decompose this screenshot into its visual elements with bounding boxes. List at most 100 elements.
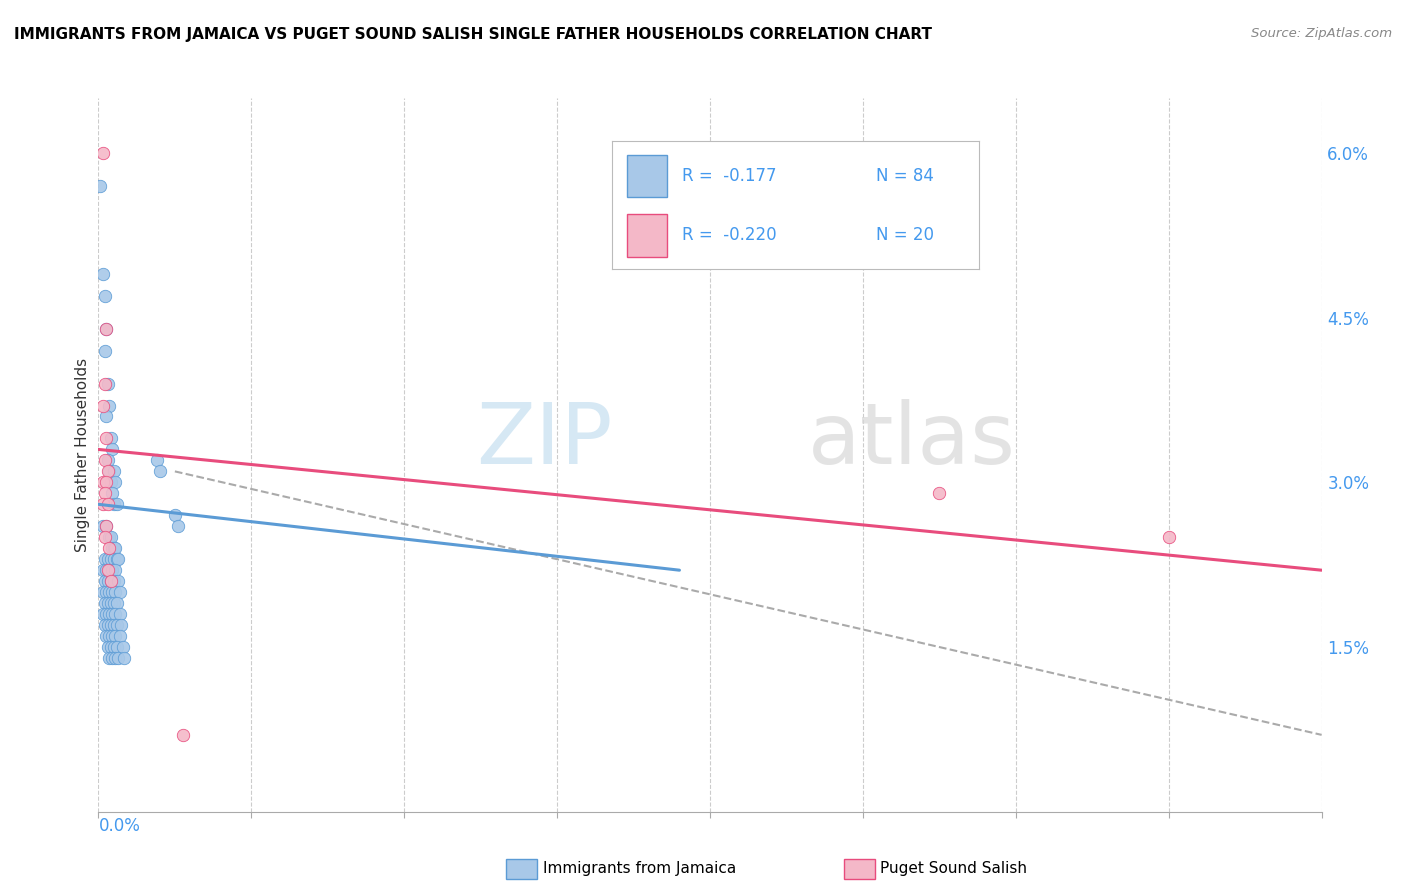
Point [98, 651, 121, 665]
Point [97, 376, 120, 391]
Point [103, 640, 125, 654]
Point [91, 585, 114, 599]
Point [105, 497, 128, 511]
Point [149, 464, 172, 478]
Point [105, 596, 128, 610]
Y-axis label: Single Father Households: Single Father Households [75, 358, 90, 552]
Text: Puget Sound Salish: Puget Sound Salish [880, 862, 1028, 876]
FancyBboxPatch shape [627, 214, 668, 257]
Point [101, 629, 124, 643]
Point [107, 651, 129, 665]
Point [89, 178, 111, 193]
Point [93, 574, 115, 589]
Point [91, 267, 114, 281]
Point [100, 530, 122, 544]
Point [94, 321, 117, 335]
Point [98, 530, 121, 544]
Point [100, 640, 122, 654]
Point [112, 651, 135, 665]
Point [98, 541, 121, 556]
FancyBboxPatch shape [627, 155, 668, 197]
Point [91, 563, 114, 577]
Point [108, 629, 131, 643]
Point [104, 651, 127, 665]
Point [94, 475, 117, 490]
Text: ZIP: ZIP [475, 399, 612, 483]
Point [163, 508, 186, 523]
Point [94, 629, 117, 643]
Point [103, 541, 125, 556]
Point [91, 146, 114, 161]
Text: N = 84: N = 84 [876, 168, 934, 186]
Text: Immigrants from Jamaica: Immigrants from Jamaica [543, 862, 735, 876]
Text: R =  -0.177: R = -0.177 [682, 168, 776, 186]
Point [172, 728, 194, 742]
Text: IMMIGRANTS FROM JAMAICA VS PUGET SOUND SALISH SINGLE FATHER HOUSEHOLDS CORRELATI: IMMIGRANTS FROM JAMAICA VS PUGET SOUND S… [14, 27, 932, 42]
Point [97, 552, 120, 566]
Point [104, 475, 127, 490]
Point [103, 552, 125, 566]
Point [98, 563, 121, 577]
Point [91, 399, 114, 413]
Point [97, 596, 120, 610]
Point [104, 629, 127, 643]
Point [100, 574, 122, 589]
Point [103, 497, 125, 511]
Point [100, 475, 122, 490]
Text: N = 20: N = 20 [876, 227, 935, 244]
Point [101, 442, 124, 457]
Point [145, 453, 167, 467]
Point [103, 464, 125, 478]
Point [108, 607, 131, 621]
Point [93, 343, 115, 358]
Point [97, 640, 120, 654]
Text: 0.0%: 0.0% [98, 817, 141, 836]
Point [103, 618, 125, 632]
Point [101, 651, 124, 665]
Point [91, 607, 114, 621]
Point [104, 541, 127, 556]
Point [100, 596, 122, 610]
Point [97, 497, 120, 511]
Point [98, 399, 121, 413]
Point [101, 563, 124, 577]
Point [94, 321, 117, 335]
Point [105, 640, 128, 654]
Point [1157, 530, 1180, 544]
Point [94, 409, 117, 424]
Point [100, 552, 122, 566]
Point [93, 618, 115, 632]
Point [93, 453, 115, 467]
Point [97, 453, 120, 467]
Point [103, 574, 125, 589]
Point [97, 563, 120, 577]
Point [107, 552, 129, 566]
Point [98, 629, 121, 643]
Point [91, 497, 114, 511]
Point [104, 585, 127, 599]
Point [103, 596, 125, 610]
Point [108, 585, 131, 599]
Point [105, 618, 128, 632]
Point [97, 618, 120, 632]
Point [94, 519, 117, 533]
Point [93, 486, 115, 500]
Point [94, 563, 117, 577]
Point [100, 574, 122, 589]
Point [93, 376, 115, 391]
Point [101, 607, 124, 621]
Point [100, 432, 122, 446]
Point [111, 640, 134, 654]
Point [98, 585, 121, 599]
Point [91, 519, 114, 533]
Point [93, 552, 115, 566]
Point [94, 607, 117, 621]
Point [97, 574, 120, 589]
Text: Source: ZipAtlas.com: Source: ZipAtlas.com [1251, 27, 1392, 40]
Point [93, 530, 115, 544]
Point [97, 464, 120, 478]
Point [107, 574, 129, 589]
Point [98, 464, 121, 478]
Point [167, 519, 190, 533]
Point [104, 607, 127, 621]
